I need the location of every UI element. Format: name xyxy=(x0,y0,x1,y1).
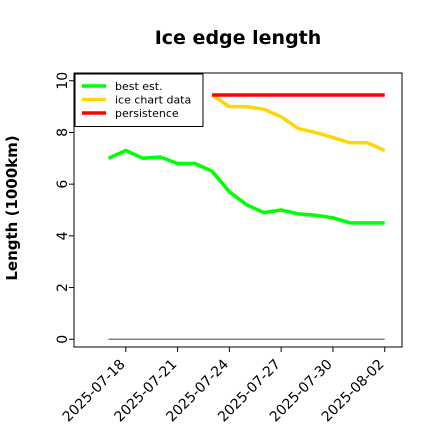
series-line-ice-chart-data xyxy=(211,93,386,153)
y-tick-label: 6 xyxy=(55,180,71,189)
legend-label: persistence xyxy=(115,107,179,120)
y-tick-label: 4 xyxy=(55,231,71,240)
y-tick-label: 8 xyxy=(55,128,71,137)
legend-label: best est. xyxy=(115,80,163,93)
plot-frame xyxy=(73,72,403,348)
legend-label: ice chart data xyxy=(115,94,191,107)
y-tick-label: 0 xyxy=(55,335,71,344)
series-line-best-est- xyxy=(107,148,385,225)
y-tick-label: 2 xyxy=(55,283,71,292)
chart-title: Ice edge length xyxy=(155,27,322,49)
y-axis-label: Length (1000km) xyxy=(3,135,21,280)
y-tick-label: 10 xyxy=(55,72,71,90)
